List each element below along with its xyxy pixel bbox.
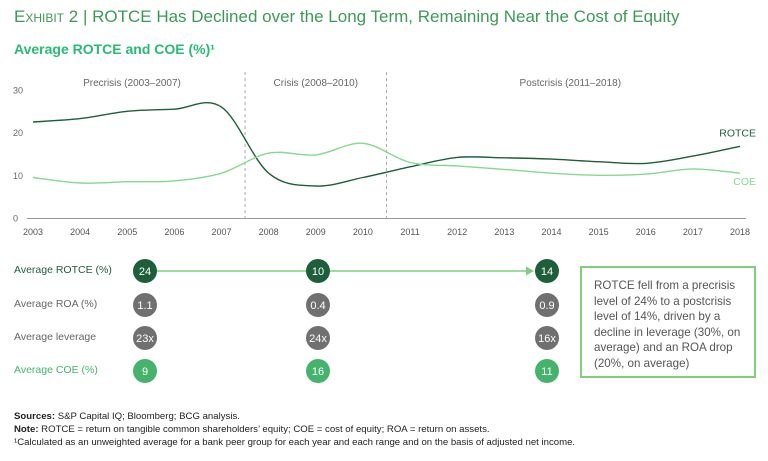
value-label: 9 — [142, 366, 148, 378]
value-label: 0.9 — [539, 300, 554, 312]
series-line-rotce — [32, 102, 741, 187]
note-text: ROTCE = return on tangible common shareh… — [38, 424, 490, 435]
period-label-precrisis: Precrisis (2003–2007) — [83, 78, 181, 89]
x-tick-label: 2005 — [117, 227, 137, 237]
value-circle — [535, 259, 559, 283]
value-label: 11 — [541, 366, 552, 378]
value-circle — [535, 359, 559, 383]
row-label-coe: Average COE (%) — [14, 364, 98, 376]
sources-text: S&P Capital IQ; Bloomberg; BCG analysis. — [55, 411, 240, 422]
legend-label-coe: COE — [733, 176, 756, 188]
exhibit-title: Exhibit 2 | ROTCE Has Declined over the … — [14, 7, 680, 27]
x-tick-label: 2010 — [353, 227, 373, 237]
value-label: 24x — [309, 333, 327, 345]
row-label-rotce: Average ROTCE (%) — [14, 264, 112, 276]
value-label: 1.1 — [137, 300, 152, 312]
x-tick-label: 2013 — [494, 227, 514, 237]
footnote-line: ¹Calculated as an unweighted average for… — [14, 437, 576, 448]
note-line: Note: ROTCE = return on tangible common … — [14, 423, 575, 436]
sources-line: Sources: S&P Capital IQ; Bloomberg; BCG … — [14, 410, 575, 423]
x-tick-label: 2015 — [589, 227, 609, 237]
y-tick-label: 0 — [13, 214, 18, 224]
x-tick-label: 2014 — [541, 227, 561, 237]
value-circle — [535, 326, 559, 350]
row-label-roa: Average ROA (%) — [14, 298, 98, 310]
x-tick-label: 2004 — [70, 227, 90, 237]
value-circle — [133, 259, 157, 283]
period-label-crisis: Crisis (2008–2010) — [274, 78, 359, 89]
value-label: 16x — [538, 333, 556, 345]
value-label: 23x — [136, 333, 154, 345]
line-chart: 0 10 20 30 2003 2004 2005 2006 2007 2008 2009 2010 2… — [13, 72, 756, 237]
y-tick-label: 10 — [13, 171, 23, 181]
x-tick-label: 2016 — [636, 227, 656, 237]
row-label-leverage: Average leverage — [14, 331, 97, 343]
x-tick-label: 2007 — [212, 227, 232, 237]
y-tick-label: 20 — [13, 128, 23, 138]
x-tick-label: 2003 — [23, 227, 43, 237]
value-label: 10 — [312, 266, 324, 278]
title-divider: | — [82, 7, 88, 26]
chart-subtitle: Average ROTCE and COE (%)¹ — [14, 41, 215, 57]
x-tick-label: 2009 — [306, 227, 326, 237]
y-tick-label: 30 — [13, 86, 23, 96]
value-circle — [306, 259, 330, 283]
value-circle — [133, 359, 157, 383]
x-tick-label: 2012 — [447, 227, 467, 237]
value-circle — [535, 293, 559, 317]
trend-arrow-head — [526, 266, 534, 276]
legend-label-rotce: ROTCE — [719, 127, 756, 139]
value-circle — [306, 293, 330, 317]
value-circle — [133, 326, 157, 350]
value-circle — [306, 326, 330, 350]
value-label: 0.4 — [310, 300, 325, 312]
value-circle — [306, 359, 330, 383]
sources-label: Sources: — [14, 411, 56, 422]
value-circle — [133, 293, 157, 317]
series-line-coe — [32, 142, 741, 184]
footer: Sources: S&P Capital IQ; Bloomberg; BCG … — [14, 410, 575, 449]
exhibit-heading: ROTCE Has Declined over the Long Term, R… — [92, 7, 680, 26]
callout-box: ROTCE fell from a precrisis level of 24%… — [580, 266, 756, 378]
value-label: 16 — [312, 366, 324, 378]
value-label: 14 — [541, 266, 553, 278]
exhibit-number: Exhibit 2 — [14, 7, 79, 26]
x-tick-label: 2006 — [164, 227, 184, 237]
summary-table: 24 10 14 1.1 0.4 0.9 23x 24x 16x 9 16 11 — [133, 259, 559, 383]
x-tick-label: 2018 — [730, 227, 750, 237]
note-label: Note: — [14, 424, 39, 435]
value-label: 24 — [139, 266, 151, 278]
period-label-postcrisis: Postcrisis (2011–2018) — [520, 78, 622, 89]
x-tick-label: 2011 — [400, 227, 419, 237]
x-tick-label: 2008 — [259, 227, 279, 237]
x-tick-label: 2017 — [683, 227, 703, 237]
